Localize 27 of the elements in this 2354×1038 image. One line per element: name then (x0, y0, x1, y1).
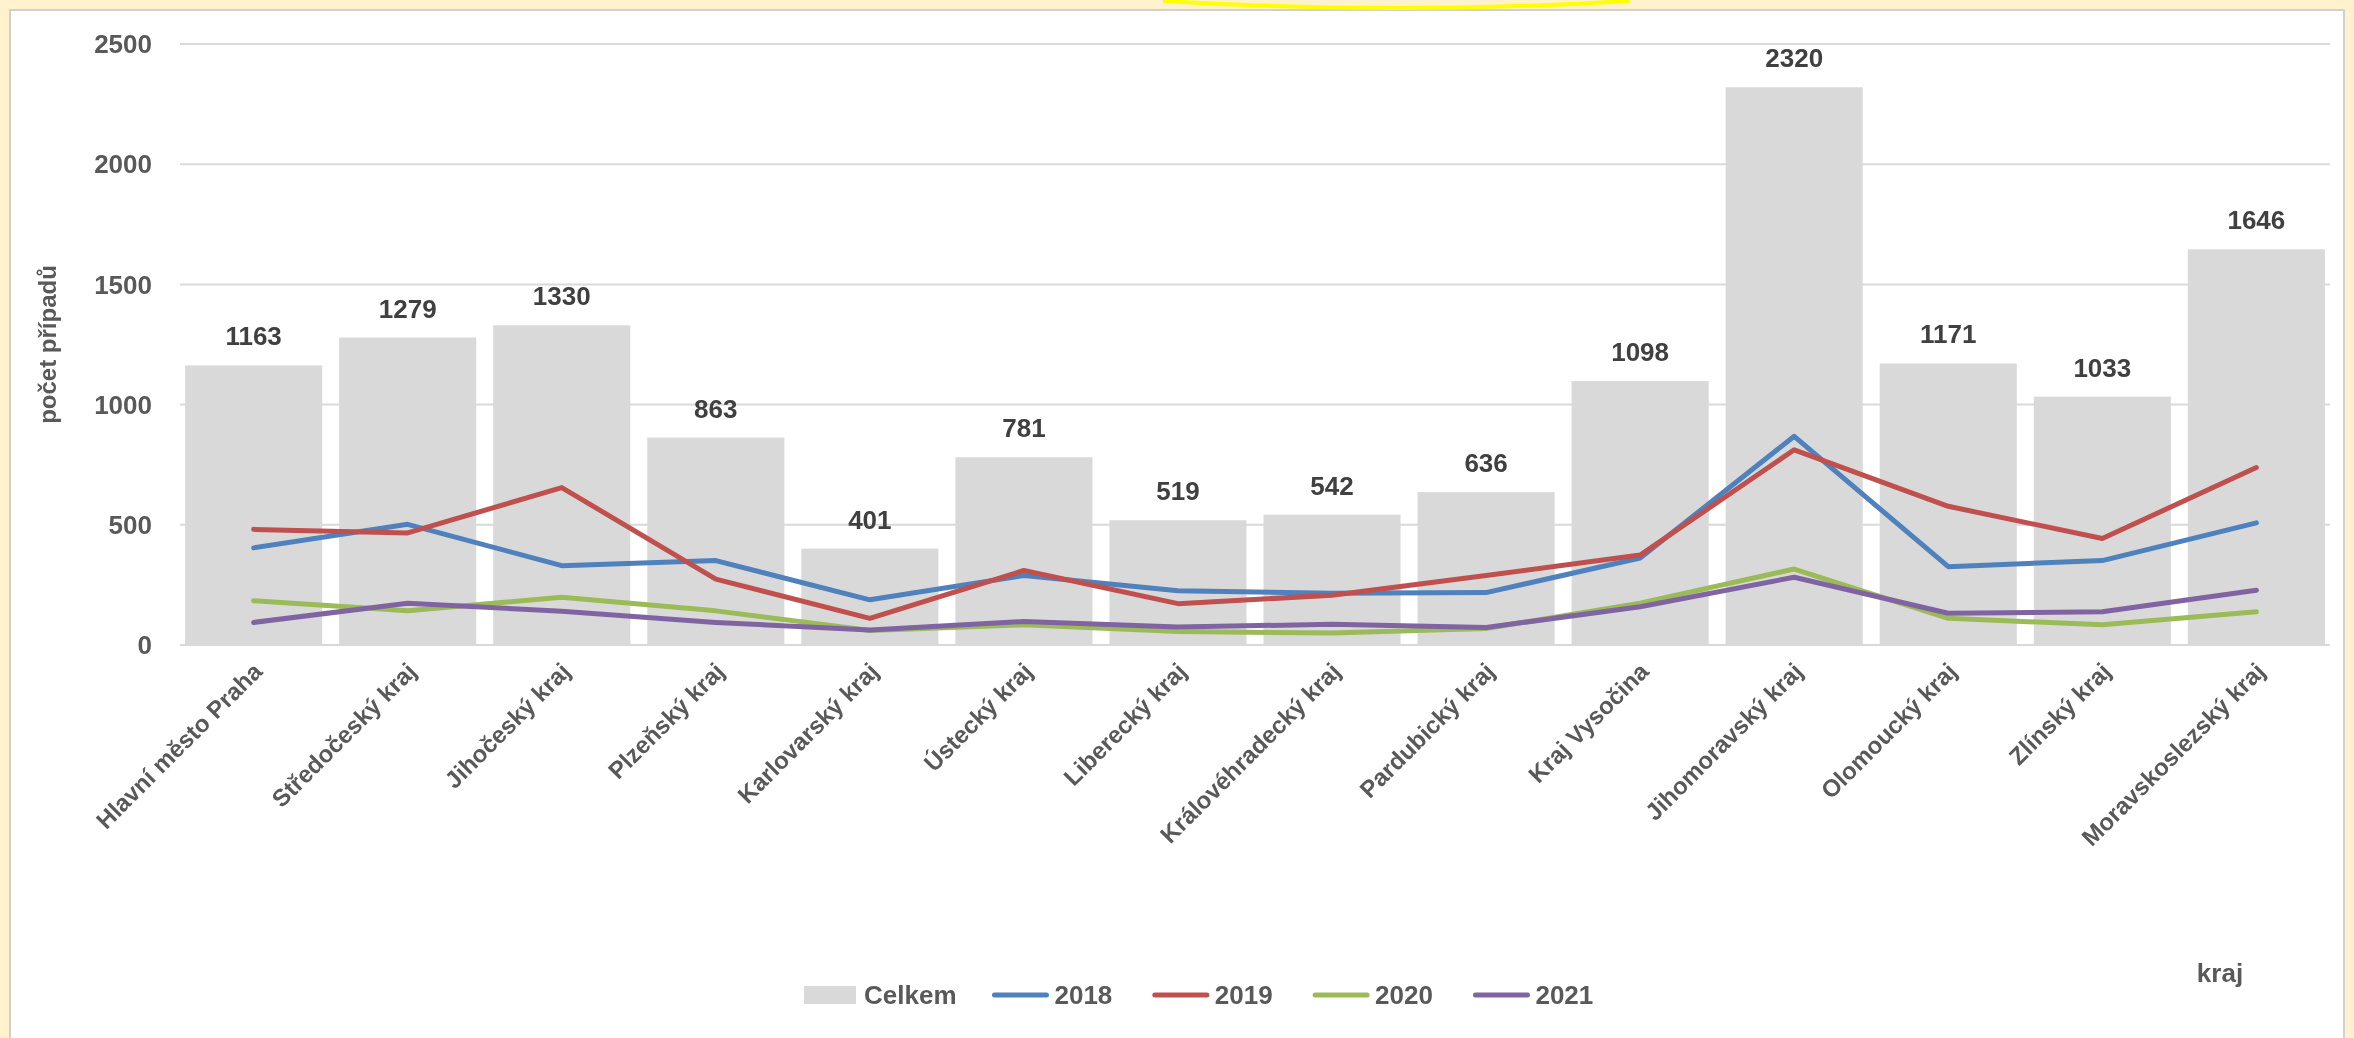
data-label: 519 (1156, 476, 1200, 507)
data-label: 636 (1464, 448, 1508, 479)
data-label: 863 (694, 393, 738, 424)
data-label: 1171 (1920, 319, 1977, 350)
legend-label: 2018 (1054, 980, 1113, 1011)
legend-label: 2021 (1535, 980, 1594, 1011)
y-tick-label: 2500 (94, 29, 152, 60)
legend-label: 2019 (1214, 980, 1273, 1011)
legend-label: 2020 (1375, 980, 1433, 1011)
x-axis-title: kraj (2196, 958, 2244, 988)
data-label: 1279 (378, 293, 437, 324)
y-tick-label: 0 (137, 630, 152, 661)
data-label: 1646 (2227, 205, 2286, 236)
data-label: 2320 (1765, 43, 1824, 74)
y-axis-title: počet případů (34, 265, 61, 424)
y-tick-label: 500 (108, 509, 152, 540)
data-label: 401 (848, 504, 892, 535)
data-label: 1098 (1611, 337, 1670, 368)
y-tick-label: 2000 (94, 149, 152, 180)
data-label: 1330 (532, 281, 591, 312)
data-label: 1163 (225, 321, 282, 352)
data-label: 781 (1002, 413, 1046, 444)
data-label: 542 (1310, 470, 1354, 501)
legend-label: Celkem (864, 980, 957, 1011)
y-tick-label: 1500 (94, 269, 152, 300)
data-label: 1033 (2073, 352, 2132, 383)
y-tick-label: 1000 (94, 389, 152, 420)
